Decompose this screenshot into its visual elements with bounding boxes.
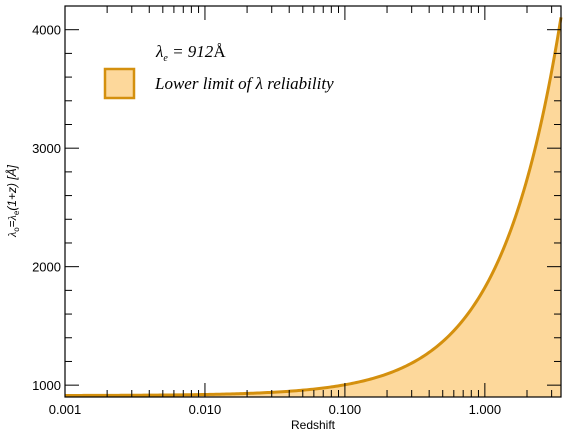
x-tick-labels: 0.001 0.010 0.100 1.000 [49, 402, 501, 417]
legend-fill-swatch [103, 67, 136, 100]
y-label-sub-o: o [12, 227, 21, 232]
legend-lambda-symbol: λ [155, 42, 163, 61]
series-curve-line [65, 17, 563, 397]
x-axis-label: Redshift [291, 418, 336, 431]
y-label-equals: = [5, 220, 19, 227]
legend: λe = 912Å Lower limit of λ reliability [103, 42, 334, 100]
y-tick-label: 1000 [32, 378, 61, 393]
y-tick-label: 3000 [32, 141, 61, 156]
x-tick-label: 0.010 [189, 402, 222, 417]
plot-frame [64, 5, 562, 398]
y-label-tail: (1+z) [Å] [4, 164, 19, 210]
y-tick-label: 4000 [32, 23, 61, 38]
legend-lambda-sub: e [163, 53, 168, 64]
legend-lambda-e-label: λe = 912Å [155, 42, 226, 64]
legend-lambda-value: = 912 [168, 42, 214, 61]
legend-lambda-unit: Å [213, 42, 226, 61]
y-axis-label: λo=λe(1+z) [Å] [4, 164, 21, 238]
y-label-sub-e: e [12, 210, 21, 215]
y-tick-label: 2000 [32, 260, 61, 275]
x-tick-label: 1.000 [469, 402, 502, 417]
x-tick-label: 0.001 [49, 402, 82, 417]
plot-area [65, 17, 563, 398]
legend-fill-label: Lower limit of λ reliability [154, 74, 334, 93]
x-tick-label: 0.100 [329, 402, 362, 417]
y-label-lambda-o: λ [5, 232, 19, 238]
y-tick-labels: 1000 2000 3000 4000 [32, 23, 61, 393]
reliability-fill-area [65, 17, 561, 398]
y-label-lambda-e: λ [5, 215, 19, 221]
